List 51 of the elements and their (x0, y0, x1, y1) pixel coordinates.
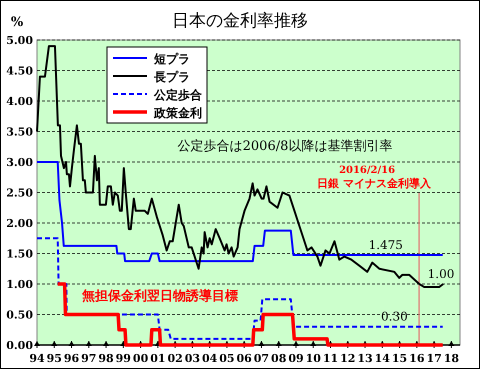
x-tick-label: 98 (98, 352, 114, 365)
x-tick-label: 99 (116, 352, 131, 365)
ref-line-label: 2016/2/16 (339, 165, 396, 176)
x-tick-label: 14 (374, 352, 390, 365)
y-tick-label: 5.00 (6, 34, 34, 47)
chart-title: 日本の金利率推移 (172, 11, 308, 31)
annotation: 0.30 (381, 310, 408, 324)
x-tick-label: 10 (306, 352, 322, 365)
annotation: 1.00 (428, 267, 454, 281)
x-tick-label: 07 (254, 352, 270, 365)
y-axis-title: % (10, 15, 24, 30)
x-tick-label: 09 (288, 352, 304, 365)
x-tick-label: 16 (409, 352, 425, 365)
y-tick-label: 2.50 (6, 186, 34, 200)
x-tick-label: 12 (340, 352, 356, 365)
x-tick-label: 05 (219, 352, 235, 365)
annotation: 公定歩合は2006/8以降は基準割引率 (178, 138, 392, 154)
x-tick-label: 06 (236, 352, 252, 365)
x-tick-label: 01 (150, 352, 166, 365)
line-series (36, 161, 444, 262)
x-tick-label: 02 (167, 352, 183, 365)
y-tick-label: 4.50 (6, 64, 34, 78)
x-tick-label: 15 (392, 352, 408, 365)
x-tick-label: 18 (444, 352, 460, 365)
x-tick-label: 11 (322, 352, 338, 365)
legend-label: 長プラ (153, 70, 190, 84)
legend-label: 短プラ (153, 52, 190, 66)
y-tick-label: 1.50 (6, 248, 34, 260)
annotation: 無担保金利翌日物誘導目標 (81, 288, 238, 304)
x-tick-label: 13 (357, 352, 373, 365)
legend-label: 公定歩合 (153, 88, 203, 102)
y-tick-label: 3.50 (6, 126, 34, 138)
legend-label: 政策金利 (153, 106, 202, 120)
x-tick-label: 00 (132, 352, 149, 365)
x-tick-label: 08 (271, 352, 287, 365)
x-tick-label: 96 (64, 352, 80, 365)
y-tick-label: 4.00 (6, 95, 34, 108)
line-series (56, 282, 444, 347)
y-tick-label: 3.00 (6, 156, 34, 169)
y-tick-label: 0.50 (6, 308, 34, 322)
y-tick-label: 0.00 (6, 339, 34, 352)
x-tick-label: 97 (81, 352, 96, 365)
annotation: 1.475 (368, 238, 403, 252)
x-tick-label: 95 (46, 352, 62, 365)
x-tick-label: 94 (29, 352, 45, 365)
x-tick-label: 17 (426, 352, 442, 365)
x-tick-label: 03 (184, 352, 200, 365)
y-tick-label: 1.00 (6, 278, 34, 291)
x-tick-label: 04 (202, 352, 218, 365)
y-tick-label: 2.00 (6, 217, 34, 230)
annotation: 日銀 マイナス金利導入 (317, 177, 432, 190)
